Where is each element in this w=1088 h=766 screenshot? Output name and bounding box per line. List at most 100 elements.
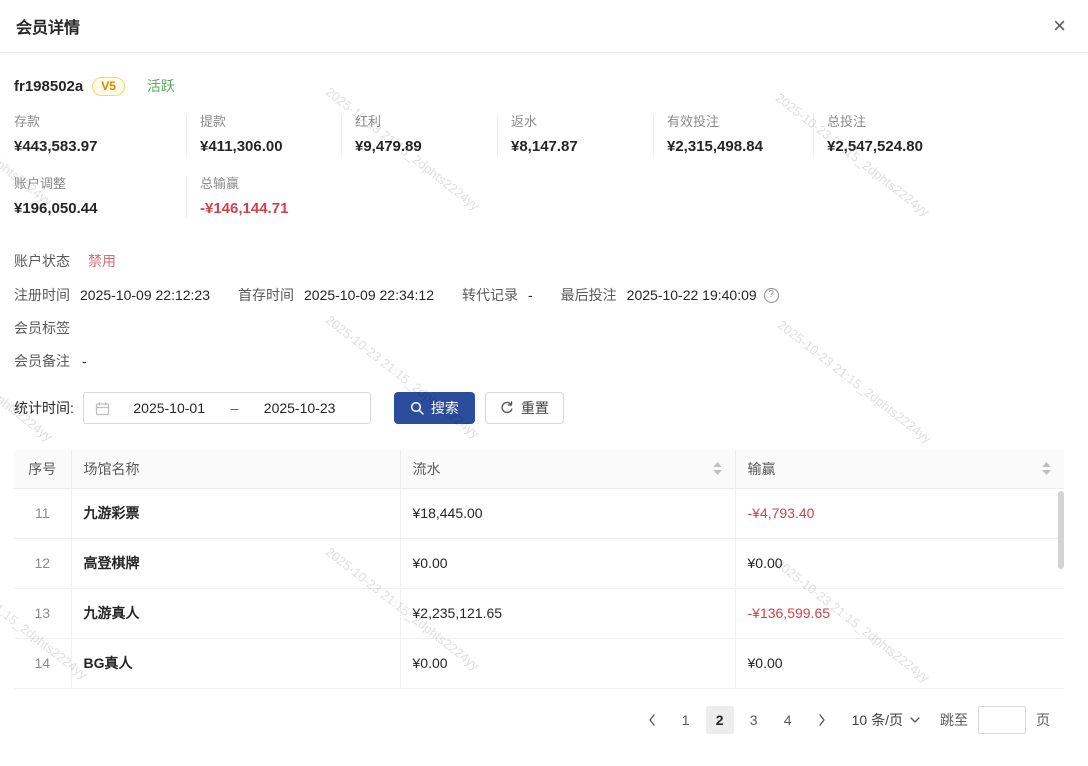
chevron-down-icon: [910, 716, 920, 723]
last-bet-label: 最后投注: [560, 287, 617, 303]
venue-name: 九游真人: [71, 588, 401, 639]
prev-page-button[interactable]: [638, 706, 666, 734]
venue-name: 高登棋牌: [71, 538, 401, 589]
page-button-1[interactable]: 1: [681, 711, 690, 728]
turnover-value: ¥18,445.00: [400, 488, 736, 539]
jump-to-label: 跳至: [940, 711, 968, 728]
stat-label: 存款: [14, 114, 41, 129]
venue-stats-table: 序号 场馆名称 流水: [14, 450, 1064, 689]
col-header-turnover[interactable]: 流水: [400, 450, 736, 489]
stat-label: 返水: [511, 114, 538, 129]
close-icon[interactable]: ×: [1053, 13, 1066, 38]
turnover-value: ¥2,235,121.65: [400, 588, 736, 639]
search-button[interactable]: 搜索: [393, 392, 475, 424]
page-size-value: 10 条/页: [851, 711, 903, 728]
winloss-value: -¥4,793.40: [735, 488, 1064, 539]
stat-value: ¥2,315,498.84: [667, 138, 763, 155]
pagination: 1 2 3 4 10 条/页 跳至 页: [14, 705, 1074, 734]
page-button-4[interactable]: 4: [783, 711, 792, 728]
venue-name: BG真人: [71, 638, 401, 689]
dialog-content: fr198502a V5 活跃 存款 ¥443,583.97 提款 ¥411,3…: [0, 76, 1088, 734]
last-bet-time: 最后投注 2025-10-22 19:40:09 ?: [561, 286, 779, 304]
search-icon: [410, 401, 424, 415]
date-range-picker[interactable]: 2025-10-01 – 2025-10-23: [82, 392, 371, 424]
member-remark-value: -: [82, 353, 87, 369]
stat-label: 总投注: [827, 114, 867, 129]
stats-row-1: 存款 ¥443,583.97 提款 ¥411,306.00 红利 ¥9,479.…: [14, 114, 1074, 156]
jump-to-page-group: 跳至 页: [940, 705, 1050, 734]
stat-value-negative: -¥146,144.71: [200, 200, 289, 217]
sort-icon[interactable]: [712, 461, 723, 476]
date-start-value[interactable]: 2025-10-01: [133, 400, 205, 416]
table-row: 11 九游彩票 ¥18,445.00 -¥4,793.40: [14, 488, 1064, 539]
col-header-winloss[interactable]: 输赢: [735, 450, 1064, 489]
stat-label: 提款: [200, 114, 227, 129]
last-bet-value: 2025-10-22 19:40:09: [626, 287, 757, 303]
col-header-venue: 场馆名称: [71, 450, 401, 489]
stat-value: ¥9,479.89: [355, 138, 422, 155]
account-status-row: 账户状态 禁用: [14, 252, 1074, 270]
col-header-turnover-label: 流水: [412, 460, 441, 477]
stat-value: ¥8,147.87: [511, 138, 578, 155]
stat-time-label: 统计时间:: [14, 400, 74, 416]
member-tags-label: 会员标签: [14, 320, 70, 336]
page-size-select[interactable]: 10 条/页: [852, 706, 920, 734]
search-button-label: 搜索: [430, 400, 459, 416]
table-row: 14 BG真人 ¥0.00 ¥0.00: [14, 638, 1064, 689]
stat-deposit: 存款 ¥443,583.97: [14, 114, 186, 156]
table-header-row: 序号 场馆名称 流水: [14, 450, 1064, 489]
vertical-scrollbar[interactable]: [1058, 491, 1064, 569]
stat-value: ¥443,583.97: [14, 138, 98, 155]
calendar-icon: [95, 401, 110, 416]
page-button-2-active[interactable]: 2: [705, 705, 734, 734]
account-status-label: 账户状态: [14, 253, 70, 269]
table-row: 12 高登棋牌 ¥0.00 ¥0.00: [14, 538, 1064, 589]
row-index: 12: [14, 538, 72, 589]
date-range-separator: –: [230, 400, 239, 416]
row-index: 14: [14, 638, 72, 689]
sort-icon[interactable]: [1041, 461, 1052, 476]
venue-name: 九游彩票: [71, 488, 401, 539]
stat-total-winloss: 总输赢 -¥146,144.71: [186, 176, 341, 218]
next-page-button[interactable]: [808, 706, 836, 734]
stat-label: 总输赢: [200, 176, 240, 191]
dialog-header: 会员详情 ×: [0, 0, 1088, 53]
member-remark-label: 会员备注: [14, 353, 70, 369]
jump-suffix-label: 页: [1036, 711, 1050, 728]
stats-row-2: 账户调整 ¥196,050.44 总输赢 -¥146,144.71: [14, 176, 1074, 218]
stat-total-bets: 总投注 ¥2,547,524.80: [813, 114, 1043, 156]
activity-status-label: 活跃: [146, 78, 175, 94]
page-button-3[interactable]: 3: [749, 711, 758, 728]
page-title: 会员详情: [16, 20, 81, 37]
col-header-index: 序号: [14, 450, 72, 489]
winloss-value: ¥0.00: [735, 638, 1064, 689]
stat-label: 有效投注: [667, 114, 720, 129]
col-header-winloss-label: 输赢: [747, 460, 776, 477]
stat-value: ¥2,547,524.80: [827, 138, 923, 155]
transfer-record-value: -: [528, 287, 533, 303]
query-row: 统计时间: 2025-10-01 – 2025-10-23: [14, 392, 1074, 424]
row-index: 11: [14, 488, 72, 539]
stat-bonus: 红利 ¥9,479.89: [341, 114, 497, 156]
register-time-value: 2025-10-09 22:12:23: [80, 287, 210, 303]
turnover-value: ¥0.00: [400, 538, 736, 589]
winloss-value: -¥136,599.65: [735, 588, 1064, 639]
member-remark-row: 会员备注 -: [14, 352, 1074, 370]
stat-valid-bets: 有效投注 ¥2,315,498.84: [653, 114, 813, 156]
member-tags-row: 会员标签: [14, 319, 1074, 337]
reset-icon: [500, 401, 514, 415]
transfer-record-label: 转代记录: [462, 287, 518, 303]
register-time-label: 注册时间: [14, 287, 70, 303]
jump-page-input[interactable]: [978, 705, 1026, 734]
stat-label: 账户调整: [14, 176, 67, 191]
first-deposit-value: 2025-10-09 22:34:12: [304, 287, 434, 303]
question-circle-icon[interactable]: ?: [763, 287, 779, 303]
date-end-value[interactable]: 2025-10-23: [263, 400, 336, 416]
reset-button[interactable]: 重置: [484, 392, 564, 424]
stat-withdrawal: 提款 ¥411,306.00: [186, 114, 341, 156]
stat-label: 红利: [355, 114, 382, 129]
transfer-record: 转代记录 -: [462, 286, 533, 304]
vip-level-badge: V5: [92, 76, 125, 96]
stat-value: ¥196,050.44: [14, 200, 98, 217]
